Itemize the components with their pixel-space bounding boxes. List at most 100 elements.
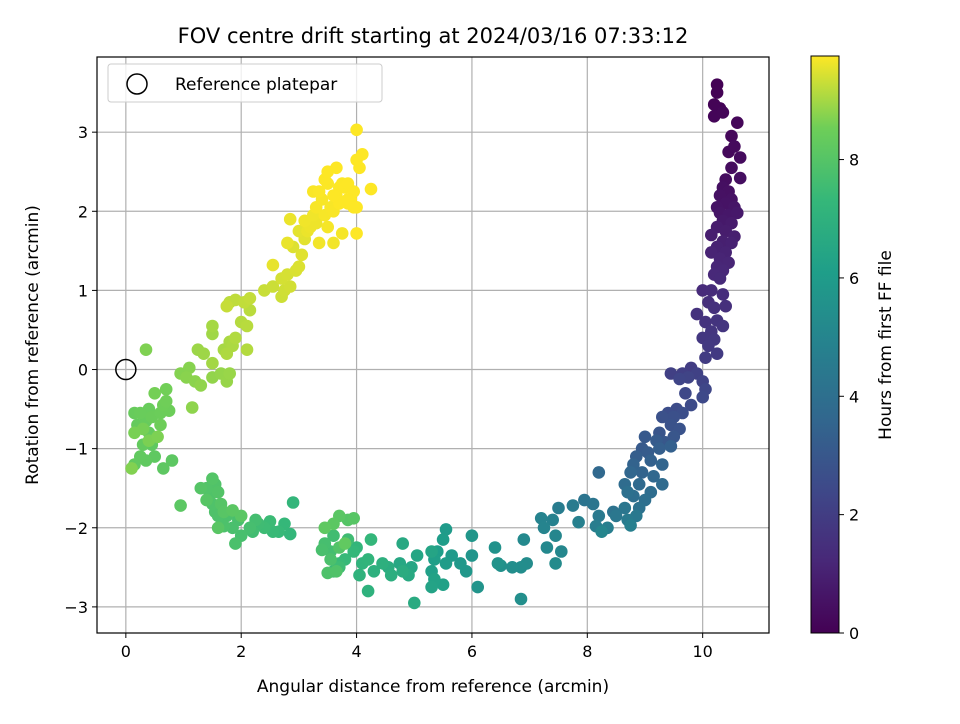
legend-marker-icon	[126, 73, 148, 95]
data-point	[154, 418, 167, 432]
data-point	[705, 228, 718, 242]
data-point	[159, 383, 173, 396]
data-point	[713, 272, 727, 285]
data-point	[211, 485, 225, 499]
data-point	[266, 258, 280, 272]
data-point	[295, 248, 309, 262]
data-point	[240, 319, 254, 333]
y-tick-label: −3	[64, 598, 88, 617]
data-point	[621, 485, 634, 499]
y-axis-ticks: −3 −2 −1 0 1 2 3	[64, 123, 97, 617]
x-tick-label: 8	[582, 642, 592, 661]
y-tick-label: 1	[78, 281, 88, 300]
data-point	[537, 521, 551, 535]
data-point	[220, 347, 234, 361]
data-point	[644, 454, 658, 467]
data-point	[367, 565, 381, 578]
data-point	[211, 521, 225, 535]
reference-platepar-marker	[115, 358, 137, 381]
data-point	[705, 246, 718, 259]
colorbar-tick-label: 0	[849, 624, 859, 643]
data-point	[517, 533, 531, 546]
data-point	[552, 501, 565, 515]
data-point	[151, 430, 164, 444]
data-point	[266, 280, 280, 293]
data-point	[514, 592, 528, 606]
legend: Reference platepar	[107, 63, 383, 103]
data-point	[731, 116, 744, 129]
x-tick-label: 6	[467, 642, 477, 661]
data-point	[347, 512, 361, 525]
data-point	[318, 521, 332, 535]
y-tick-label: 2	[78, 202, 88, 221]
data-point	[690, 307, 704, 321]
data-point	[283, 212, 297, 226]
data-point	[128, 426, 141, 440]
data-point	[595, 525, 608, 538]
data-point	[425, 580, 438, 594]
data-point	[656, 410, 669, 424]
x-tick-label: 10	[692, 642, 712, 661]
data-point	[384, 568, 398, 582]
data-point	[283, 280, 297, 293]
data-point	[174, 499, 187, 512]
data-point	[220, 299, 234, 313]
data-point	[673, 372, 686, 386]
data-point	[465, 549, 479, 562]
data-point	[350, 123, 363, 137]
data-point	[546, 513, 559, 527]
data-point	[702, 339, 715, 353]
x-axis-ticks: 0 2 4 6 8 10	[121, 633, 713, 661]
data-point	[624, 519, 637, 532]
data-point	[656, 458, 669, 471]
data-point	[315, 543, 329, 557]
data-point	[632, 478, 646, 491]
data-point	[243, 521, 257, 535]
data-point	[134, 406, 147, 420]
data-point	[410, 549, 424, 562]
data-point	[240, 343, 254, 357]
data-point	[719, 299, 732, 313]
data-point	[710, 347, 724, 361]
data-point	[243, 292, 257, 305]
colorbar-ticks: 0 2 4 6 8	[839, 151, 859, 643]
data-point	[206, 319, 219, 333]
data-point	[206, 472, 219, 486]
chart-title: FOV centre drift starting at 2024/03/16 …	[178, 24, 689, 48]
data-point	[506, 561, 519, 574]
data-point	[396, 565, 410, 578]
data-point	[148, 387, 161, 400]
data-point	[159, 394, 173, 408]
data-point	[347, 201, 361, 214]
data-point	[471, 580, 485, 594]
data-point	[572, 515, 585, 529]
data-point	[298, 214, 312, 228]
data-point	[356, 148, 369, 161]
data-point	[716, 106, 730, 119]
data-point	[335, 227, 349, 240]
data-point	[350, 227, 363, 240]
y-tick-label: −1	[64, 440, 88, 459]
colorbar-tick-label: 8	[849, 151, 859, 170]
data-point	[327, 236, 340, 250]
data-point	[364, 533, 378, 546]
data-point	[139, 343, 153, 357]
legend-label: Reference platepar	[175, 75, 337, 95]
data-point	[408, 596, 421, 610]
data-point	[699, 315, 712, 329]
data-point	[361, 553, 375, 566]
data-point	[286, 496, 300, 509]
data-point	[165, 454, 179, 467]
x-axis-label: Angular distance from reference (arcmin)	[257, 677, 609, 697]
data-point	[312, 185, 326, 198]
data-point	[696, 390, 709, 404]
data-point	[321, 220, 335, 234]
colorbar-gradient	[810, 55, 840, 634]
data-points	[125, 78, 747, 610]
data-point	[624, 466, 637, 479]
data-point	[396, 537, 410, 550]
data-point	[292, 260, 306, 274]
data-point	[229, 537, 242, 550]
data-point	[653, 442, 666, 455]
